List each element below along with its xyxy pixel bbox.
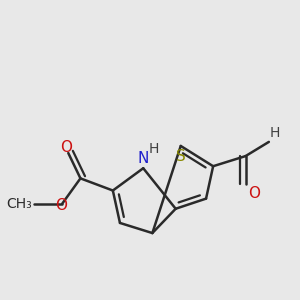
Text: O: O	[55, 198, 67, 213]
Text: O: O	[60, 140, 72, 155]
Text: CH₃: CH₃	[6, 197, 32, 211]
Text: O: O	[249, 187, 261, 202]
Text: N: N	[138, 151, 149, 166]
Text: H: H	[148, 142, 159, 156]
Text: H: H	[270, 126, 280, 140]
Text: S: S	[176, 149, 186, 164]
